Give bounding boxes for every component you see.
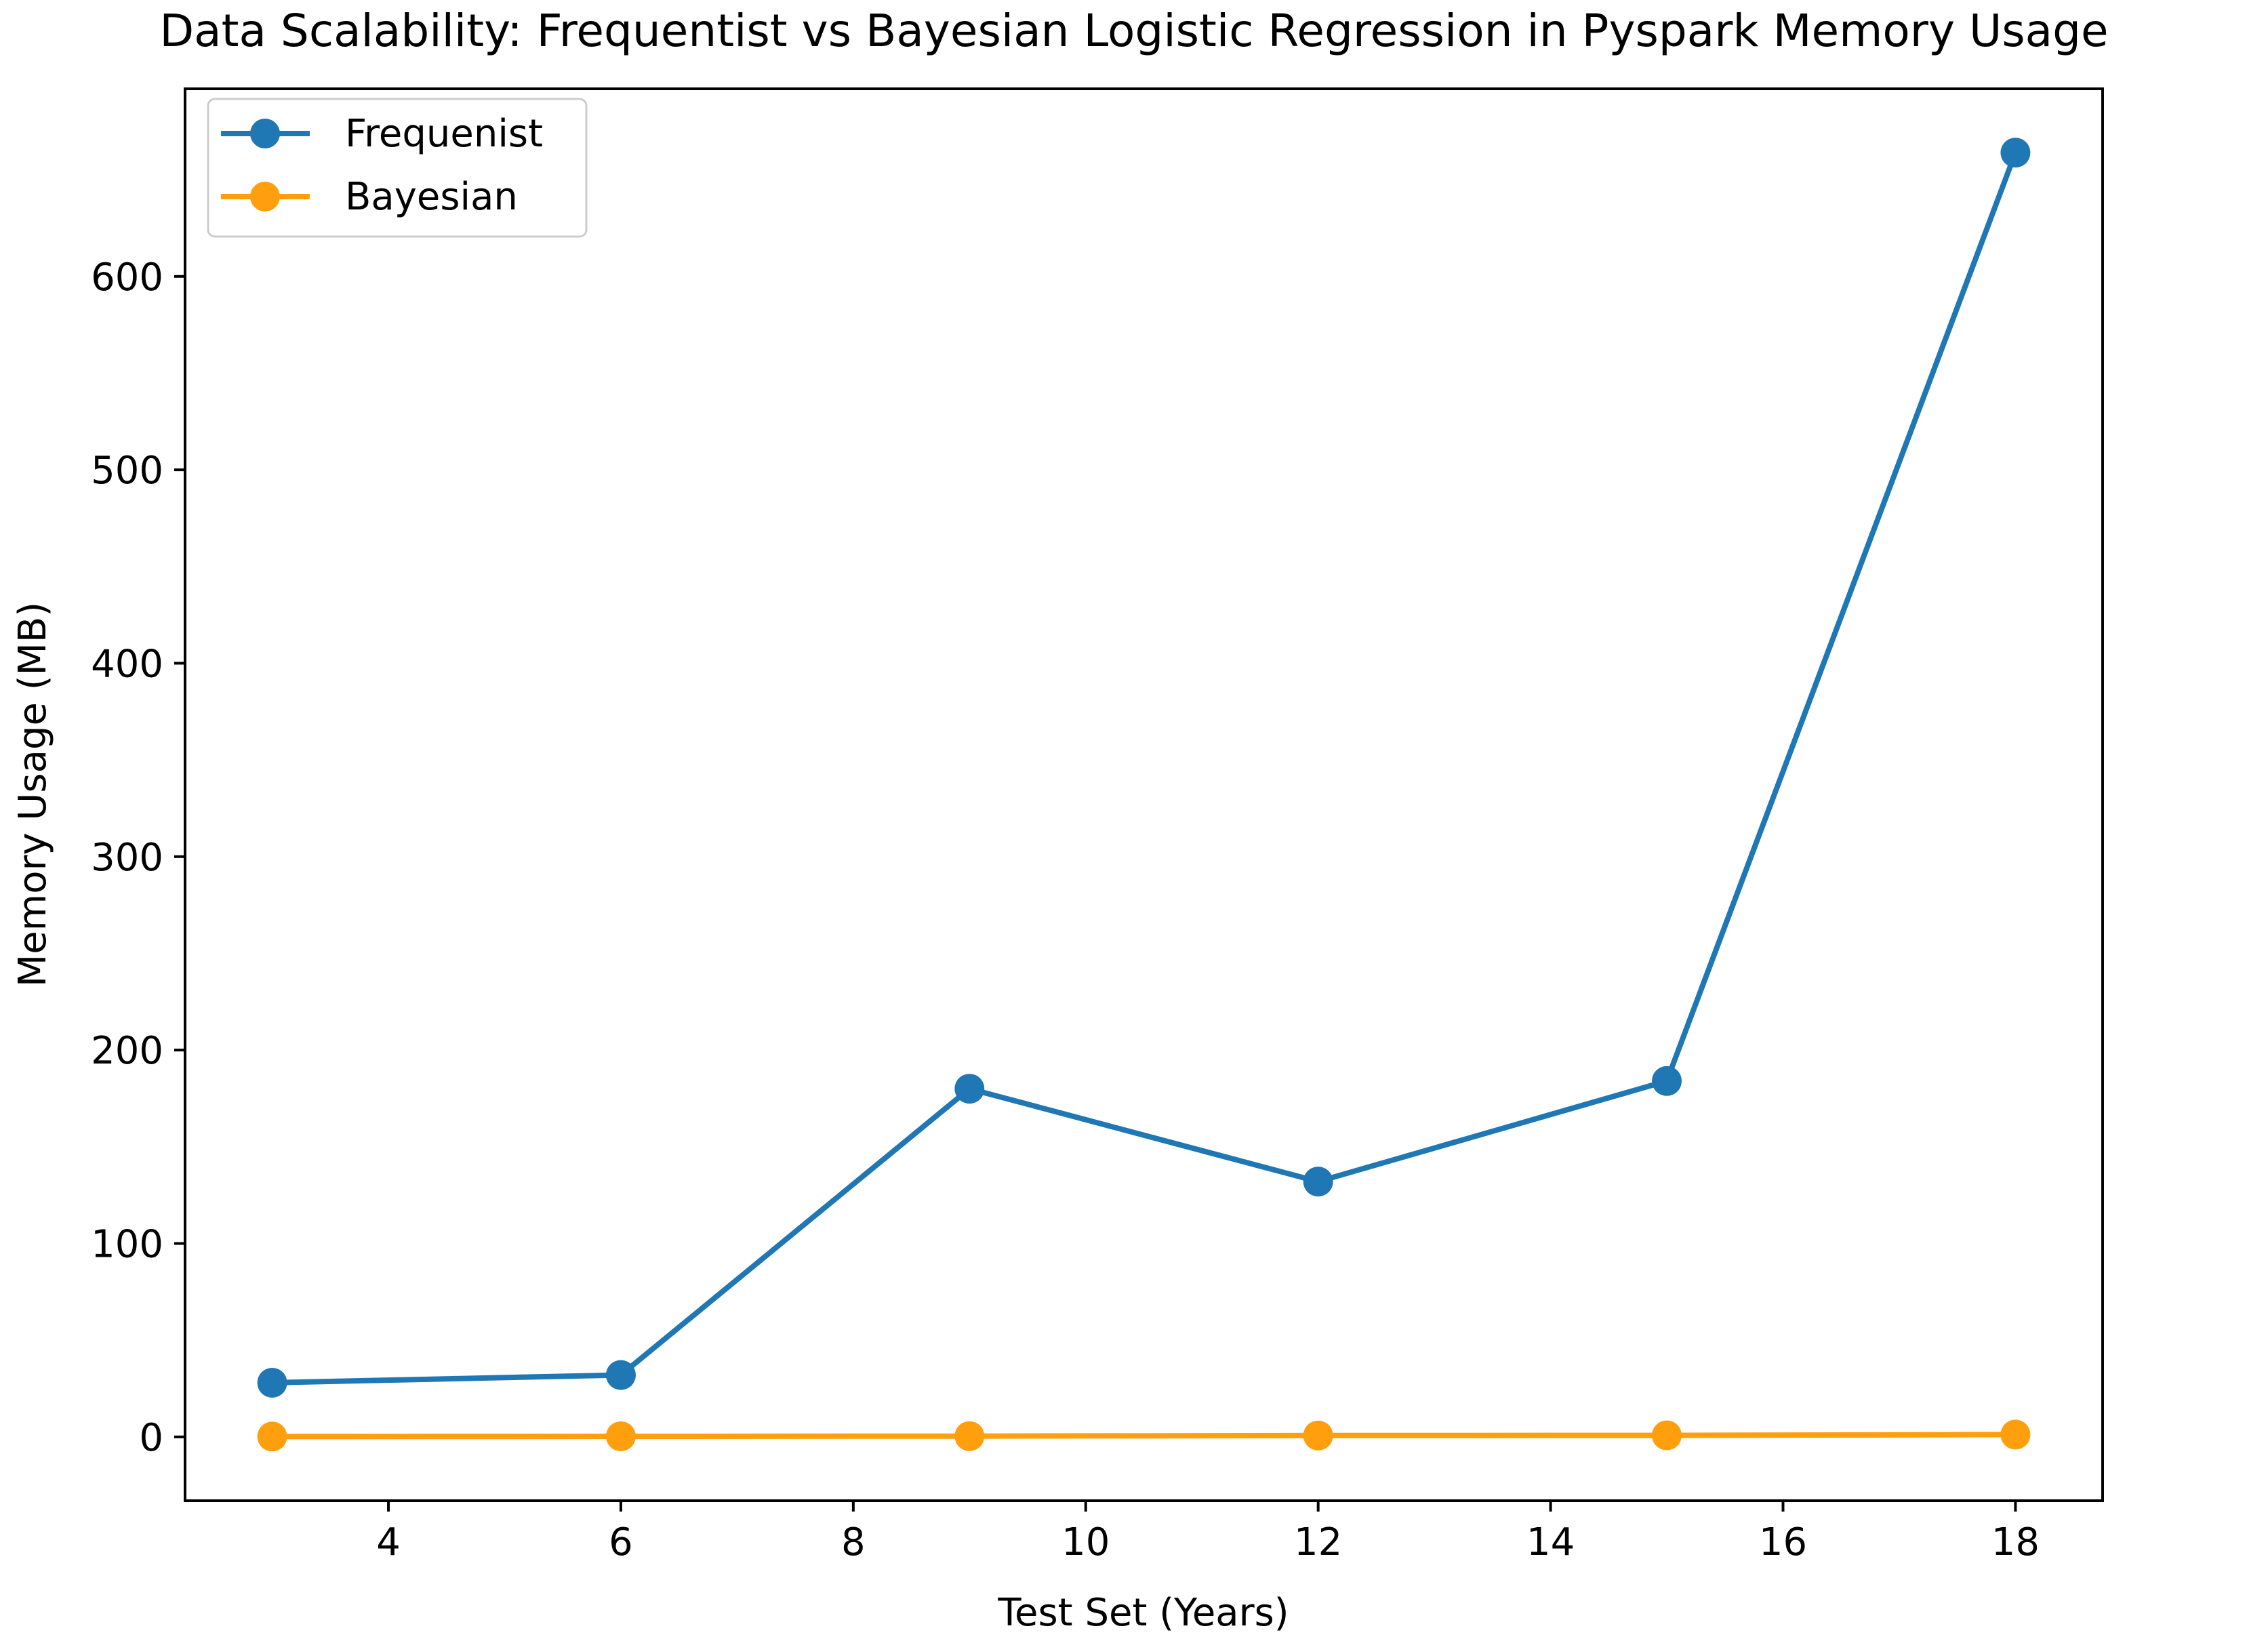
x-axis-label: Test Set (Years): [997, 1591, 1289, 1635]
x-tick-label: 18: [1991, 1520, 2040, 1564]
series-line-bayesian: [269, 1432, 2019, 1440]
y-tick-label: 100: [91, 1222, 163, 1266]
data-point-bayesian: [257, 1421, 287, 1452]
data-point-frequenist: [257, 1367, 287, 1398]
x-tick-label: 12: [1294, 1520, 1342, 1564]
y-tick-label: 500: [91, 449, 163, 493]
x-tick-label: 8: [841, 1520, 866, 1564]
legend-marker-bayesian: [250, 182, 280, 211]
y-tick-label: 300: [91, 836, 163, 880]
x-tick-label: 14: [1526, 1520, 1575, 1564]
data-point-frequenist: [605, 1360, 636, 1390]
data-point-frequenist: [954, 1074, 985, 1104]
y-axis-label: Memory Usage (MB): [11, 602, 55, 987]
y-tick-label: 200: [91, 1029, 163, 1073]
data-point-bayesian: [1303, 1420, 1333, 1451]
legend-label-bayesian: Bayesian: [345, 175, 518, 219]
data-point-bayesian: [1652, 1420, 1682, 1451]
plot-series: [257, 138, 2031, 1452]
x-tick-label: 16: [1759, 1520, 1807, 1564]
y-tick-label: 400: [91, 642, 163, 686]
data-point-bayesian: [954, 1421, 985, 1451]
series-line-frequenist: [269, 149, 2019, 1385]
data-point-bayesian: [605, 1421, 636, 1451]
x-tick-label: 10: [1061, 1520, 1110, 1564]
legend-marker-frequenist: [250, 119, 280, 148]
y-tick-label: 0: [139, 1416, 163, 1460]
y-tick-label: 600: [91, 256, 163, 300]
x-tick-label: 4: [376, 1520, 401, 1564]
data-point-bayesian: [2000, 1419, 2031, 1450]
chart-title: Data Scalability: Frequentist vs Bayesia…: [159, 5, 2108, 57]
data-point-frequenist: [2000, 138, 2031, 168]
legend-label-frequenist: Frequenist: [345, 112, 543, 156]
data-point-frequenist: [1652, 1066, 1682, 1096]
axis-ticks: 4 6 8 10 12 14 16 18 0 100 200 300 400 500 600: [91, 256, 2040, 1564]
plot-area-frame: [184, 87, 2104, 1502]
x-tick-label: 6: [609, 1520, 633, 1564]
data-point-frequenist: [1303, 1167, 1333, 1197]
legend: Frequenist Bayesian: [207, 98, 588, 238]
